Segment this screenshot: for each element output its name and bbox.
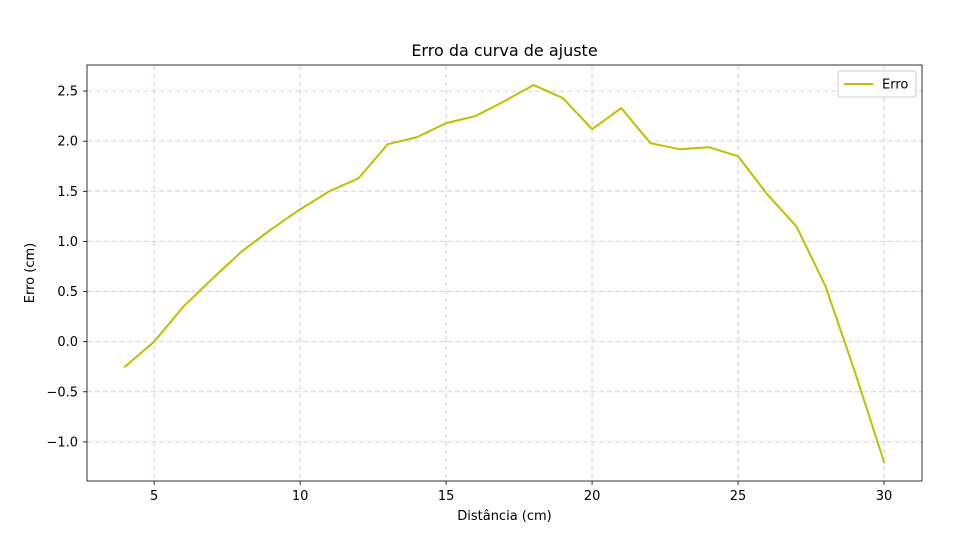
- plot-frame: [86, 64, 923, 482]
- legend-label-erro: Erro: [882, 78, 908, 93]
- y-axis-title: Erro (cm): [23, 243, 38, 303]
- x-tick-label: 25: [730, 489, 747, 504]
- y-tick-label: 1.0: [57, 235, 78, 250]
- grid-lines: [87, 65, 922, 481]
- legend-box: [837, 70, 917, 98]
- x-axis-ticks: 5 10 15 20 25 30: [150, 481, 892, 504]
- x-axis-title: Distância (cm): [457, 509, 552, 524]
- y-tick-label: 0.5: [57, 285, 78, 300]
- chart-title: Erro da curva de ajuste: [411, 41, 597, 60]
- x-tick-label: 20: [584, 489, 601, 504]
- legend: Erro: [837, 70, 917, 98]
- series-line-erro: [123, 84, 886, 464]
- x-tick-label: 15: [438, 489, 455, 504]
- x-tick-label: 30: [876, 489, 893, 504]
- y-tick-label: 1.5: [57, 185, 78, 200]
- y-tick-label: 0.0: [57, 335, 78, 350]
- y-tick-label: −0.5: [46, 385, 78, 400]
- y-tick-label: 2.0: [57, 135, 78, 150]
- y-axis-ticks: −1.0 −0.5 0.0 0.5 1.0 1.5 2.0 2.5: [46, 85, 87, 450]
- series-layer: [123, 84, 886, 464]
- y-tick-label: 2.5: [57, 85, 78, 100]
- x-tick-label: 10: [292, 489, 309, 504]
- y-tick-label: −1.0: [46, 435, 78, 450]
- plot-area: [87, 65, 922, 481]
- x-tick-label: 5: [150, 489, 158, 504]
